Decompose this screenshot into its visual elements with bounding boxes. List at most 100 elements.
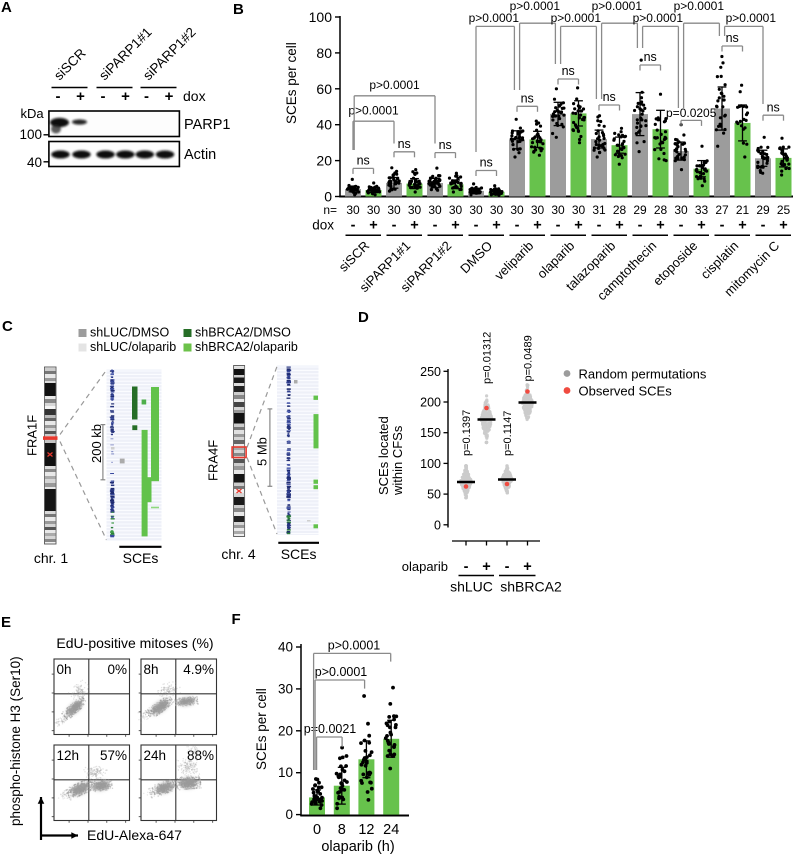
svg-text:+: + (574, 218, 582, 234)
svg-text:p=0.0205: p=0.0205 (666, 106, 717, 120)
svg-text:30: 30 (469, 203, 483, 217)
svg-text:30: 30 (387, 203, 401, 217)
svg-text:4.9%: 4.9% (183, 662, 214, 677)
svg-text:-: - (392, 218, 397, 234)
svg-text:within CFSs: within CFSs (390, 425, 405, 496)
svg-text:Observed SCEs: Observed SCEs (579, 384, 673, 399)
svg-text:+: + (76, 88, 85, 105)
svg-text:dox: dox (312, 218, 334, 233)
svg-text:40: 40 (27, 155, 42, 170)
svg-text:p>0.0001: p>0.0001 (369, 78, 420, 92)
svg-text:SCEs: SCEs (123, 550, 159, 566)
svg-text:30: 30 (510, 203, 524, 217)
svg-text:40: 40 (316, 117, 332, 133)
svg-text:SCEs per cell: SCEs per cell (284, 42, 299, 124)
svg-text:kDa: kDa (21, 106, 45, 121)
svg-text:0%: 0% (107, 662, 127, 677)
svg-text:Actin: Actin (184, 147, 216, 163)
svg-text:+: + (533, 218, 541, 234)
svg-text:200 kb: 200 kb (89, 424, 104, 463)
svg-text:30: 30 (346, 203, 360, 217)
svg-text:+: + (697, 218, 705, 234)
svg-text:ns: ns (521, 92, 534, 106)
svg-text:FRA4F: FRA4F (206, 440, 221, 481)
svg-text:shLUC/DMSO: shLUC/DMSO (90, 326, 169, 340)
svg-text:250: 250 (420, 365, 441, 379)
svg-text:A: A (1, 0, 12, 16)
svg-text:ns: ns (398, 137, 411, 151)
svg-text:chr. 4: chr. 4 (221, 546, 255, 562)
svg-text:p>0.0001: p>0.0001 (633, 11, 684, 25)
svg-text:C: C (2, 318, 13, 335)
svg-text:-: - (761, 218, 766, 234)
svg-text:100: 100 (19, 127, 42, 142)
svg-text:PARP1: PARP1 (184, 117, 230, 133)
svg-text:-: - (351, 218, 356, 234)
svg-text:12h: 12h (57, 748, 80, 763)
svg-text:p>0.0001: p>0.0001 (592, 0, 643, 13)
svg-text:-: - (638, 218, 643, 234)
svg-text:p>0.0001: p>0.0001 (348, 103, 399, 117)
svg-text:p=0.1397: p=0.1397 (461, 410, 473, 456)
svg-text:5 Mb: 5 Mb (254, 437, 269, 466)
svg-text:olaparib: olaparib (402, 559, 448, 574)
svg-text:80: 80 (316, 45, 332, 61)
svg-text:ns: ns (439, 138, 452, 152)
svg-text:8h: 8h (144, 662, 159, 677)
svg-text:+: + (121, 88, 130, 105)
svg-text:30: 30 (367, 203, 381, 217)
svg-text:shBRCA2/olaparib: shBRCA2/olaparib (195, 340, 298, 354)
svg-text:+: + (410, 218, 418, 234)
svg-text:0: 0 (434, 518, 441, 532)
svg-text:28: 28 (654, 203, 668, 217)
svg-text:n=: n= (323, 203, 337, 217)
svg-text:B: B (233, 1, 244, 18)
svg-text:+: + (451, 218, 459, 234)
svg-text:ns: ns (480, 156, 493, 170)
svg-text:29: 29 (633, 203, 647, 217)
svg-text:p=0.0489: p=0.0489 (523, 335, 535, 381)
svg-text:30: 30 (674, 203, 688, 217)
svg-text:30: 30 (408, 203, 422, 217)
svg-text:0: 0 (324, 189, 332, 205)
svg-text:-: - (679, 218, 684, 234)
svg-text:ns: ns (562, 64, 575, 78)
svg-text:E: E (1, 614, 11, 631)
svg-text:100: 100 (309, 9, 333, 25)
svg-text:24h: 24h (144, 748, 167, 763)
svg-text:ns: ns (357, 154, 370, 168)
svg-text:EdU-positive mitoses (%): EdU-positive mitoses (%) (56, 635, 213, 651)
svg-text:-: - (720, 218, 725, 234)
svg-text:ns: ns (726, 31, 739, 45)
svg-text:200: 200 (420, 396, 441, 410)
svg-text:p>0.0001: p>0.0001 (726, 11, 777, 25)
svg-text:phospho-histone H3 (Ser10): phospho-histone H3 (Ser10) (8, 656, 23, 826)
svg-text:shLUC/olaparib: shLUC/olaparib (90, 340, 176, 354)
svg-text:ns: ns (644, 50, 657, 64)
svg-text:30: 30 (490, 203, 504, 217)
svg-text:88%: 88% (187, 748, 214, 763)
svg-text:-: - (144, 88, 149, 105)
svg-text:p=0.1147: p=0.1147 (502, 411, 514, 456)
svg-text:-: - (515, 218, 520, 234)
svg-text:p>0.0001: p>0.0001 (510, 0, 561, 13)
svg-text:30: 30 (531, 203, 545, 217)
svg-text:+: + (369, 218, 377, 234)
svg-text:27: 27 (715, 203, 729, 217)
svg-text:-: - (101, 88, 106, 105)
svg-text:100: 100 (420, 457, 441, 471)
svg-text:dox: dox (183, 88, 206, 104)
svg-text:-: - (464, 559, 469, 575)
svg-text:60: 60 (316, 81, 332, 97)
svg-text:SCEs: SCEs (281, 546, 317, 562)
svg-text:+: + (656, 218, 664, 234)
svg-text:30: 30 (572, 203, 586, 217)
svg-text:shBRCA2/DMSO: shBRCA2/DMSO (195, 326, 291, 340)
svg-text:-: - (433, 218, 438, 234)
svg-text:+: + (523, 559, 531, 575)
svg-text:+: + (779, 218, 787, 234)
svg-text:30: 30 (551, 203, 565, 217)
svg-text:+: + (482, 559, 490, 575)
svg-text:+: + (738, 218, 746, 234)
svg-text:57%: 57% (100, 748, 127, 763)
